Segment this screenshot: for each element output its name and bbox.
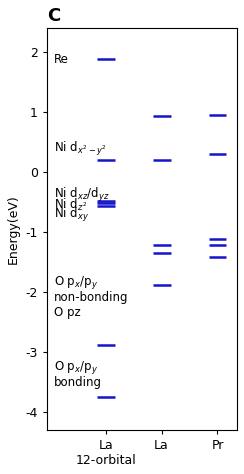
Text: Ni d$_{z^2}$: Ni d$_{z^2}$ — [54, 197, 87, 213]
Y-axis label: Energy(eV): Energy(eV) — [7, 194, 20, 264]
Text: Ni d$_{xy}$: Ni d$_{xy}$ — [54, 206, 89, 224]
Text: O p$_x$/p$_y$: O p$_x$/p$_y$ — [54, 358, 98, 375]
Text: Ni d$_{xz}$/d$_{yz}$: Ni d$_{xz}$/d$_{yz}$ — [54, 186, 109, 204]
Text: bonding: bonding — [54, 375, 102, 389]
Text: C: C — [47, 7, 60, 25]
Text: O p$_x$/p$_y$: O p$_x$/p$_y$ — [54, 274, 98, 292]
Text: Re: Re — [54, 53, 69, 65]
Text: O pz: O pz — [54, 307, 80, 319]
Text: non-bonding: non-bonding — [54, 292, 128, 304]
Text: Ni d$_{x^2-y^2}$: Ni d$_{x^2-y^2}$ — [54, 140, 107, 158]
